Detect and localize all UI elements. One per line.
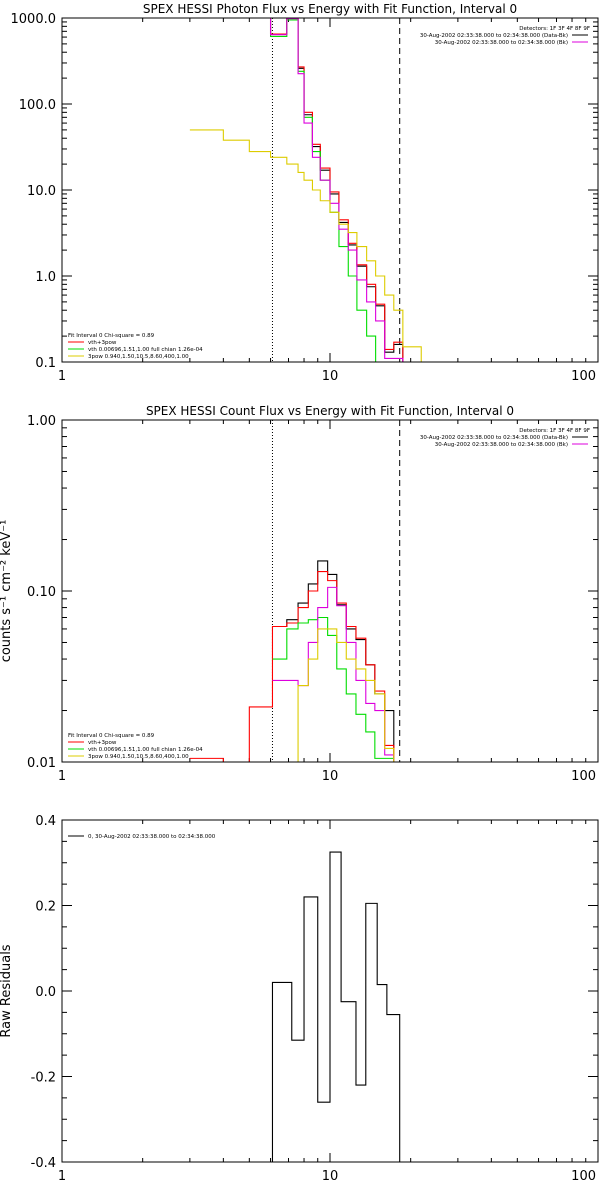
plot-frame xyxy=(61,17,599,363)
legend-left-item: 3pow 0.940,1.50,10.5,8.60,400,1.00 xyxy=(88,754,189,760)
legend-right-item: 30-Aug-2002 02:33:38.000 to 02:34:38.000… xyxy=(420,435,568,441)
legend-right-item: 30-Aug-2002 02:33:38.000 to 02:34:38.000… xyxy=(420,33,568,39)
chart-title: SPEX HESSI Count Flux vs Energy with Fit… xyxy=(146,404,514,418)
legend-left-item: 3pow 0.940,1.50,10.5,8.60,400,1.00 xyxy=(88,354,189,360)
x-tick-label: 1 xyxy=(58,1169,66,1184)
x-tick-label: 100 xyxy=(571,1169,596,1184)
y-axis-label: Raw Residuals xyxy=(0,944,14,1037)
x-tick-label: 10 xyxy=(322,1169,339,1184)
legend-left-item: vth 0.00696,1.51,1.00 full chian 1.26e-0… xyxy=(88,747,203,753)
legend-left-item: vth+3pow xyxy=(88,740,117,746)
y-tick-label: 0.0 xyxy=(35,985,56,1000)
y-tick-label: -0.4 xyxy=(31,1156,56,1171)
plot-frame xyxy=(61,819,599,1163)
chart-panel-0: SPEX HESSI Photon Flux vs Energy with Fi… xyxy=(11,2,599,384)
series-line xyxy=(272,616,395,762)
y-tick-label: 0.2 xyxy=(35,900,56,915)
chart-title: SPEX HESSI Photon Flux vs Energy with Fi… xyxy=(143,2,517,16)
y-tick-label: 1000.0 xyxy=(11,12,57,27)
series-line xyxy=(286,628,395,763)
y-tick-label: 0.01 xyxy=(27,756,56,771)
legend-right-item: 30-Aug-2002 02:33:38.000 to 02:34:38.000… xyxy=(435,442,568,448)
y-tick-label: 0.1 xyxy=(35,356,56,371)
series-line xyxy=(249,17,404,362)
x-tick-label: 1 xyxy=(58,769,66,784)
y-tick-label: -0.2 xyxy=(31,1071,56,1086)
legend-left-item: 0, 30-Aug-2002 02:33:38.000 to 02:34:38.… xyxy=(88,834,216,840)
series-line xyxy=(271,851,401,1162)
y-tick-label: 10.0 xyxy=(27,184,56,199)
legend-left-item: vth 0.00696,1.51,1.00 full chian 1.26e-0… xyxy=(88,347,203,353)
y-tick-label: 0.10 xyxy=(27,585,56,600)
legend-right-item: Detectors: 1F 3F 4F 8F 9F xyxy=(519,26,590,32)
legend-left-item: Fit Interval 0 Chi-square = 0.89 xyxy=(68,333,155,339)
x-tick-label: 10 xyxy=(322,369,339,384)
chart-panel-1: SPEX HESSI Count Flux vs Energy with Fit… xyxy=(0,404,599,784)
legend-right-item: 30-Aug-2002 02:33:38.000 to 02:34:38.000… xyxy=(435,40,568,46)
series-line xyxy=(189,129,422,362)
chart-panel-2: Raw Residuals 1 10 100 -0.4 -0.2 0.0 0.2 0.4 0, 3… xyxy=(0,814,599,1184)
legend-left-item: vth+3pow xyxy=(88,340,117,346)
x-tick-label: 1 xyxy=(58,369,66,384)
y-tick-label: 1.00 xyxy=(27,414,56,429)
x-tick-label: 100 xyxy=(571,769,596,784)
series-line xyxy=(189,570,395,763)
y-tick-label: 1.0 xyxy=(35,270,56,285)
y-tick-label: 100.0 xyxy=(19,98,56,113)
x-tick-label: 10 xyxy=(322,769,339,784)
y-tick-label: 0.4 xyxy=(35,814,56,829)
y-axis-label: counts s⁻¹ cm⁻² keV⁻¹ xyxy=(0,520,14,663)
plot-frame xyxy=(61,419,599,763)
legend-right-item: Detectors: 1F 3F 4F 8F 9F xyxy=(519,428,590,434)
legend-left-item: Fit Interval 0 Chi-square = 0.89 xyxy=(68,733,155,739)
x-tick-label: 100 xyxy=(571,369,596,384)
